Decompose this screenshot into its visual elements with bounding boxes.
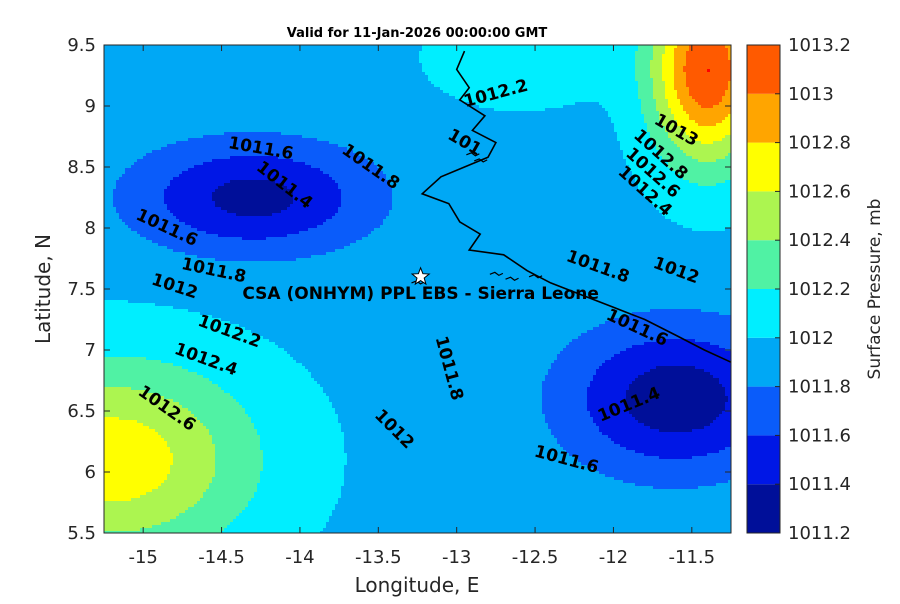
colorbar-swatch [747,94,780,143]
colorbar-tick-label: 1012.6 [788,181,851,202]
x-tick-label: -13.5 [355,547,402,568]
colorbar-tick-label: 1013.2 [788,35,851,56]
colorbar-tick-label: 1013 [788,84,834,105]
colorbar-tick-label: 1011.8 [788,377,851,398]
colorbar-tick-label: 1011.6 [788,425,851,446]
x-axis-label: Longitude, E [355,573,480,597]
colorbar-swatch [747,435,780,484]
x-tick-label: -11.5 [669,547,716,568]
y-tick-label: 8 [85,218,96,239]
y-axis-label: Latitude, N [31,234,55,344]
plot-title: Valid for 11-Jan-2026 00:00:00 GMT [287,26,548,41]
y-tick-label: 8.5 [67,157,96,178]
x-tick-label: -12 [599,547,628,568]
colorbar-swatch [747,338,780,387]
y-tick-label: 7.5 [67,279,96,300]
x-tick-label: -13 [442,547,471,568]
colorbar-swatch [747,484,780,533]
x-tick-label: -15 [128,547,157,568]
colorbar-tick-label: 1012.2 [788,279,851,300]
colorbar-tick-label: 1012.8 [788,133,851,154]
colorbar: 1011.2 1011.4 1011.6 1011.8 1012 1012.2 1012.4… [747,35,851,544]
y-tick-label: 5.5 [67,523,96,544]
colorbar-tick-label: 1011.4 [788,474,851,495]
x-tick-label: -14 [285,547,314,568]
y-tick-label: 6 [85,462,96,483]
colorbar-swatch [747,289,780,338]
y-tick-label: 7 [85,340,96,361]
colorbar-swatch [747,45,780,94]
y-tick-label: 6.5 [67,401,96,422]
colorbar-label: Surface Pressure, mb [865,199,885,380]
x-tick-label: -14.5 [198,547,245,568]
colorbar-tick-label: 1012.4 [788,230,851,251]
x-tick-label: -12.5 [512,547,559,568]
colorbar-swatch [747,387,780,436]
y-tick-label: 9.5 [67,35,96,56]
colorbar-swatch [747,143,780,192]
colorbar-tick-label: 1012 [788,328,834,349]
y-tick-label: 9 [85,96,96,117]
site-label: CSA (ONHYM) PPL EBS - Sierra Leone [242,284,599,304]
colorbar-swatch [747,240,780,289]
colorbar-swatch [747,191,780,240]
colorbar-tick-label: 1011.2 [788,523,851,544]
